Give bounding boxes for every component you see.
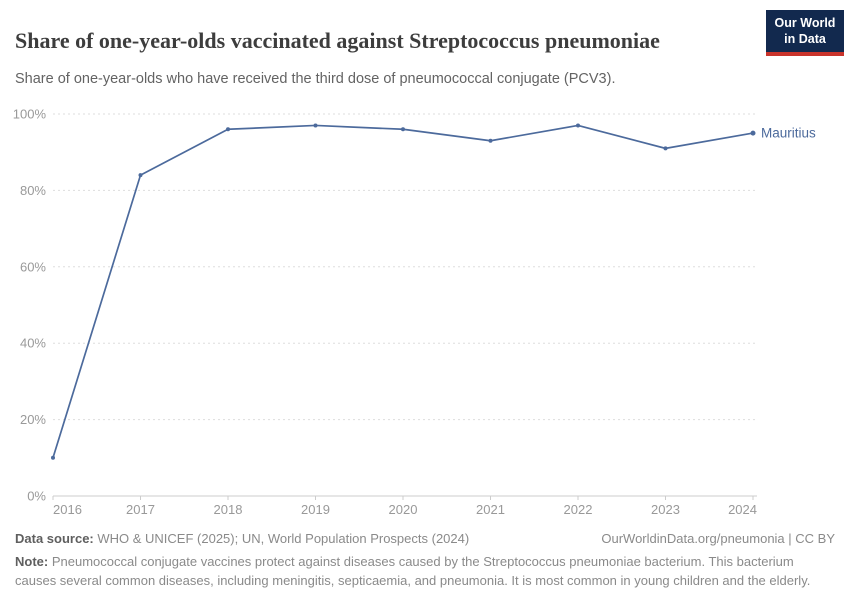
y-axis-tick-label: 0% (27, 489, 46, 504)
note-text: Pneumococcal conjugate vaccines protect … (15, 554, 811, 588)
y-axis-tick-label: 20% (20, 412, 46, 427)
note-label: Note: (15, 554, 49, 570)
owid-logo-line2: in Data (784, 32, 826, 47)
chart-note: Note: Pneumococcal conjugate vaccines pr… (15, 553, 835, 590)
y-axis-tick-label: 80% (20, 183, 46, 198)
owid-logo[interactable]: Our World in Data (766, 10, 844, 56)
data-source-text: WHO & UNICEF (2025); UN, World Populatio… (93, 531, 470, 546)
data-point (750, 130, 756, 136)
y-axis-tick-label: 40% (20, 336, 46, 351)
data-source: Data source: WHO & UNICEF (2025); UN, Wo… (15, 530, 469, 548)
x-axis-tick-label: 2021 (476, 502, 505, 517)
chart-footer: Data source: WHO & UNICEF (2025); UN, Wo… (15, 530, 835, 590)
series-label: Mauritius (761, 126, 816, 141)
owid-logo-line1: Our World (774, 16, 836, 30)
data-point (226, 127, 230, 132)
trend-line (52, 124, 754, 459)
x-axis-tick-label: 2024 (728, 502, 757, 517)
data-source-label: Data source: (15, 531, 94, 546)
data-point (488, 138, 493, 143)
x-axis-tick-label: 2016 (53, 502, 82, 517)
data-point (138, 173, 143, 178)
chart-canvas: 0% 20% 40% 60% 80% 100% 2016 2017 2018 2019 2020 20… (13, 107, 816, 518)
x-axis-tick-label: 2019 (301, 502, 330, 517)
data-point (401, 127, 405, 132)
x-axis-tick-label: 2020 (389, 502, 418, 517)
chart-title: Share of one-year-olds vaccinated agains… (15, 27, 660, 53)
attribution-link[interactable]: OurWorldinData.org/pneumonia | CC BY (601, 531, 835, 546)
x-axis-tick-label: 2018 (214, 502, 243, 517)
data-point (663, 146, 668, 151)
x-axis-tick-label: 2017 (126, 502, 155, 517)
data-point (51, 455, 55, 460)
x-axis-tick-label: 2022 (564, 502, 593, 517)
chart-subtitle: Share of one-year-olds who have received… (15, 71, 616, 87)
data-point (576, 123, 580, 128)
y-axis-tick-label: 60% (20, 259, 46, 274)
y-axis-tick-label: 100% (13, 107, 47, 122)
x-axis-tick-label: 2023 (651, 502, 680, 517)
data-point (313, 123, 318, 128)
